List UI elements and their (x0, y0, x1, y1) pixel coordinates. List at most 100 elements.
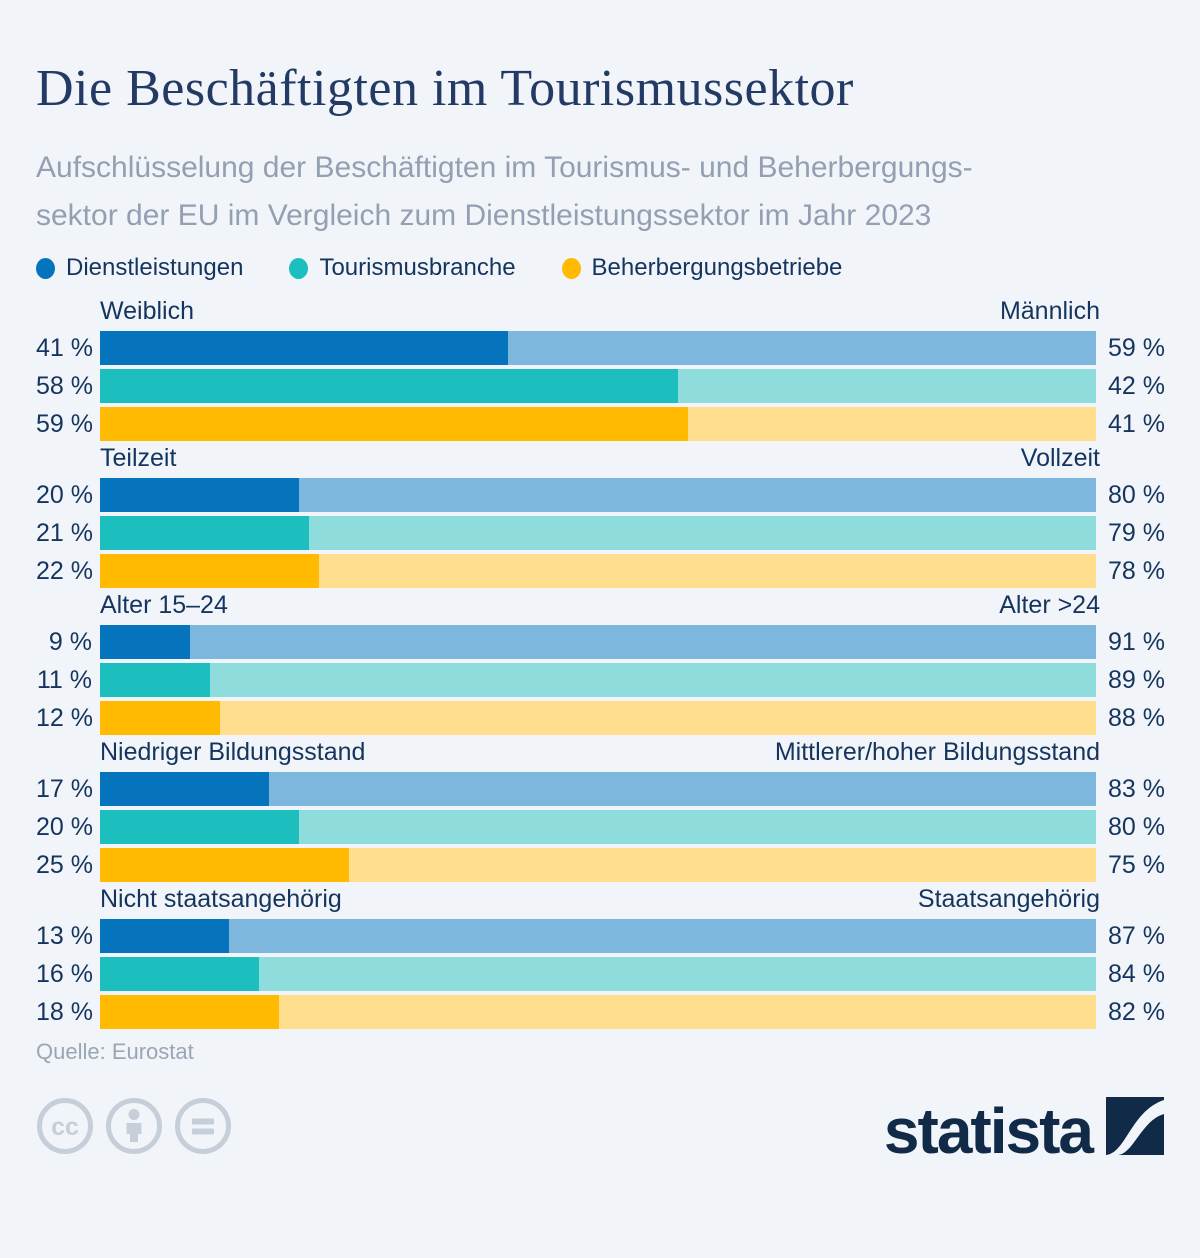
bar-segment-left (100, 331, 509, 365)
equals-icon (174, 1097, 232, 1160)
bar-row: 12 % 88 % (36, 701, 1165, 735)
bar-group: Niedriger Bildungsstand Mittlerer/hoher … (36, 739, 1165, 882)
bar-segment-left (100, 369, 678, 403)
bar-track (100, 663, 1096, 697)
bar-value-right: 75 % (1108, 850, 1165, 879)
bar-value-right: 84 % (1108, 959, 1165, 988)
subtitle: Aufschlüsselung der Beschäftigten im Tou… (36, 144, 1164, 240)
bar-value-right: 88 % (1108, 703, 1165, 732)
bar-value-right: 80 % (1108, 812, 1165, 841)
bar-track (100, 772, 1096, 806)
bar-row: 18 % 82 % (36, 995, 1165, 1029)
bar-row: 59 % 41 % (36, 407, 1165, 441)
bar-segment-left (100, 772, 270, 806)
subtitle-line-2: sektor der EU im Vergleich zum Dienstlei… (36, 199, 932, 232)
group-header: Weiblich Männlich (100, 298, 1100, 324)
bar-segment-right (269, 772, 1096, 806)
bar-group: Weiblich Männlich 41 % 59 % 58 % 42 % 59… (36, 298, 1165, 441)
bar-row: 22 % 78 % (36, 554, 1165, 588)
statista-logo: statista (883, 1095, 1164, 1167)
bar-value-right: 83 % (1108, 774, 1165, 803)
source-note: Quelle: Eurostat (36, 1039, 194, 1064)
bar-track (100, 554, 1096, 588)
bar-row: 21 % 79 % (36, 516, 1165, 550)
bar-segment-left (100, 810, 300, 844)
bar-value-left: 41 % (36, 333, 93, 362)
bar-row: 16 % 84 % (36, 957, 1165, 991)
bar-value-left: 59 % (36, 409, 93, 438)
bar-segment-left (100, 516, 310, 550)
bar-segment-right (309, 516, 1096, 550)
attribution-person-icon (105, 1097, 163, 1160)
bar-row: 20 % 80 % (36, 810, 1165, 844)
bar-segment-left (100, 848, 349, 882)
license-icons: cc (36, 1097, 232, 1160)
bar-value-right: 78 % (1108, 556, 1165, 585)
bar-track (100, 995, 1096, 1029)
group-label-right: Mittlerer/hoher Bildungsstand (774, 738, 1100, 766)
bar-segment-right (319, 554, 1096, 588)
bar-track (100, 625, 1096, 659)
group-label-left: Alter 15–24 (100, 591, 228, 619)
bar-track (100, 407, 1096, 441)
cc-icon: cc (36, 1097, 94, 1160)
bar-segment-right (299, 810, 1096, 844)
bar-value-left: 17 % (36, 774, 93, 803)
bar-row: 58 % 42 % (36, 369, 1165, 403)
bar-segment-right (677, 369, 1096, 403)
bar-row: 13 % 87 % (36, 919, 1165, 953)
bar-value-right: 82 % (1108, 997, 1165, 1026)
bar-segment-left (100, 478, 300, 512)
bar-segment-left (100, 995, 280, 1029)
bar-track (100, 478, 1096, 512)
legend-item: Dienstleistungen (36, 254, 243, 282)
bar-value-right: 80 % (1108, 480, 1165, 509)
subtitle-line-1: Aufschlüsselung der Beschäftigten im Tou… (36, 151, 973, 184)
statista-swoosh-icon (1106, 1097, 1164, 1160)
group-header: Teilzeit Vollzeit (100, 445, 1100, 471)
group-label-left: Teilzeit (100, 444, 177, 472)
group-label-left: Nicht staatsangehörig (100, 885, 342, 913)
legend-item: Beherbergungsbetriebe (561, 254, 843, 282)
bar-row: 9 % 91 % (36, 625, 1165, 659)
bar-group: Nicht staatsangehörig Staatsangehörig 13… (36, 886, 1165, 1029)
bar-value-left: 22 % (36, 556, 93, 585)
bar-group: Alter 15–24 Alter >24 9 % 91 % 11 % 89 %… (36, 591, 1165, 735)
bar-segment-right (508, 331, 1096, 365)
bar-value-left: 25 % (36, 850, 93, 879)
group-label-right: Alter >24 (999, 591, 1100, 619)
infographic: Die Beschäftigten im Tourismussektor Auf… (0, 58, 1200, 1167)
legend-label: Beherbergungsbetriebe (591, 254, 843, 281)
bar-value-left: 58 % (36, 371, 93, 400)
bar-row: 41 % 59 % (36, 331, 1165, 365)
bar-track (100, 516, 1096, 550)
legend-dot (36, 257, 55, 279)
bar-segment-left (100, 957, 260, 991)
bar-segment-right (189, 625, 1096, 659)
bar-value-right: 59 % (1108, 333, 1165, 362)
bar-segment-right (229, 919, 1096, 953)
group-label-right: Staatsangehörig (917, 885, 1100, 913)
bar-value-left: 11 % (36, 665, 92, 694)
page-title: Die Beschäftigten im Tourismussektor (36, 60, 854, 117)
bar-segment-left (100, 554, 320, 588)
bar-segment-right (279, 995, 1096, 1029)
bar-value-left: 18 % (36, 997, 93, 1026)
bar-segment-right (219, 701, 1096, 735)
legend-dot (289, 257, 309, 279)
svg-text:cc: cc (51, 1113, 79, 1141)
bar-value-left: 13 % (36, 921, 93, 950)
bar-track (100, 369, 1096, 403)
bar-value-right: 87 % (1108, 921, 1165, 950)
statista-wordmark: statista (883, 1095, 1094, 1167)
bar-segment-right (687, 407, 1096, 441)
group-header: Nicht staatsangehörig Staatsangehörig (100, 886, 1100, 912)
group-header: Niedriger Bildungsstand Mittlerer/hoher … (100, 739, 1100, 765)
group-rows: 41 % 59 % 58 % 42 % 59 % 41 % (36, 331, 1165, 441)
bar-segment-left (100, 407, 688, 441)
bar-track (100, 810, 1096, 844)
bar-track (100, 331, 1096, 365)
legend-label: Dienstleistungen (66, 254, 244, 281)
footer: cc statista (36, 1095, 1164, 1167)
bar-segment-left (100, 625, 190, 659)
